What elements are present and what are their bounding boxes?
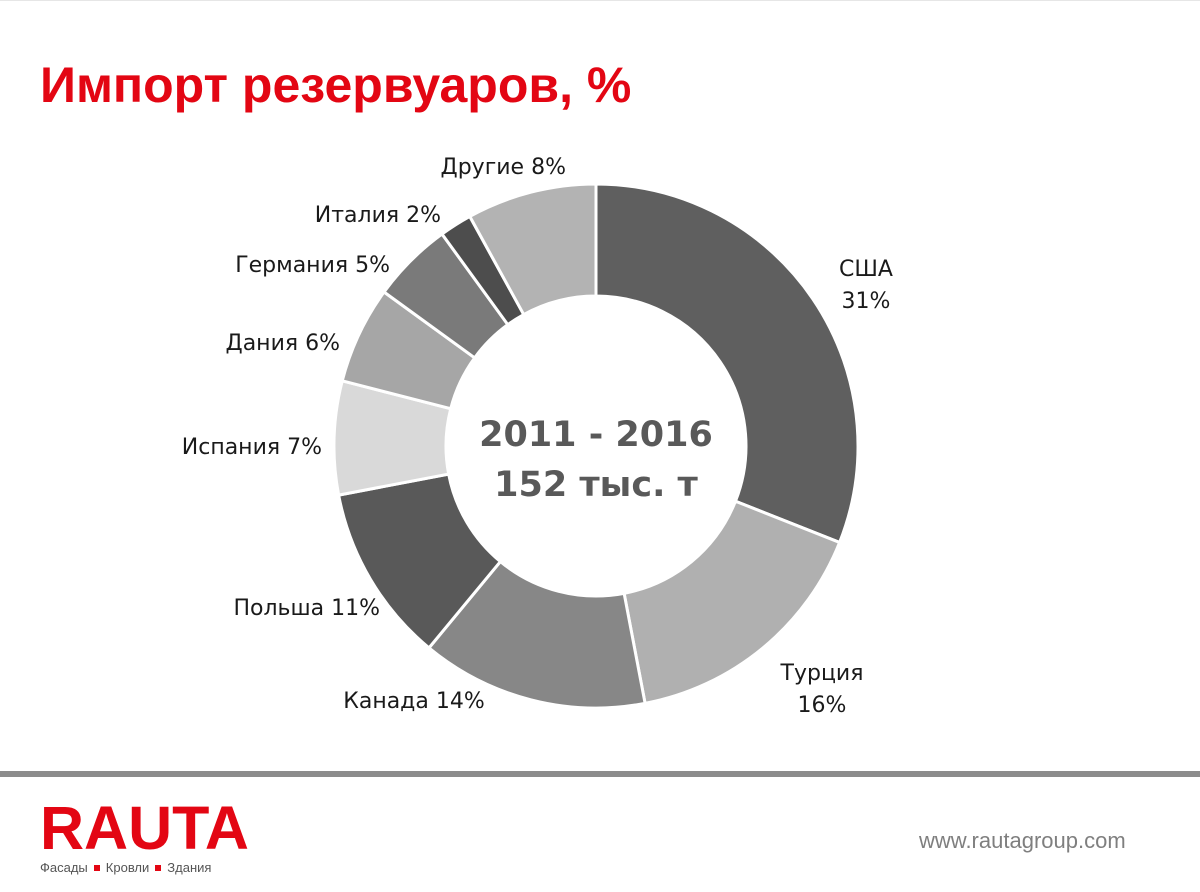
slice-label-3-0: Польша 11% [233,596,380,621]
tagline-buildings: Здания [167,860,212,875]
slice-label-5-0: Дания 6% [226,331,340,356]
slice-label-4-0: Испания 7% [182,435,322,460]
slice-label-7-0: Италия 2% [315,203,441,228]
slice-label-2-0: Канада 14% [343,689,485,714]
bullet-square-icon [155,864,162,871]
slice-8 [467,182,598,317]
slice-labels: США 31% Турция 16% Канада 14% Польша 11% Испан… [182,155,893,718]
slice-label-0-0: США [839,257,893,282]
center-total: 152 тыс. т [494,465,698,505]
slice-label-1-1: 16% [798,693,847,718]
slice-label-8-0: Другие 8% [441,155,566,180]
center-period: 2011 - 2016 [479,415,713,455]
slice-2 [426,559,647,710]
donut-chart: США 31% Турция 16% Канада 14% Польша 11% Испан… [182,155,893,718]
slice-label-0-1: 31% [842,289,891,314]
slice-label-6-0: Германия 5% [235,253,390,278]
tagline-facades: Фасады [40,860,88,875]
top-divider [0,0,1200,1]
rauta-logo: RAUTA [40,794,249,862]
slice-0 [594,182,860,545]
bullet-square-icon [93,864,100,871]
donut-slices [332,182,860,710]
logo-tagline: Фасады Кровли Здания [40,860,211,875]
slice-label-1-0: Турция [780,661,864,686]
slice-1 [622,499,842,706]
tagline-roofs: Кровли [105,860,150,875]
website-link[interactable]: www.rautagroup.com [919,828,1126,853]
page-title: Импорт резервуаров, % [40,57,632,113]
footer-divider [0,771,1200,777]
